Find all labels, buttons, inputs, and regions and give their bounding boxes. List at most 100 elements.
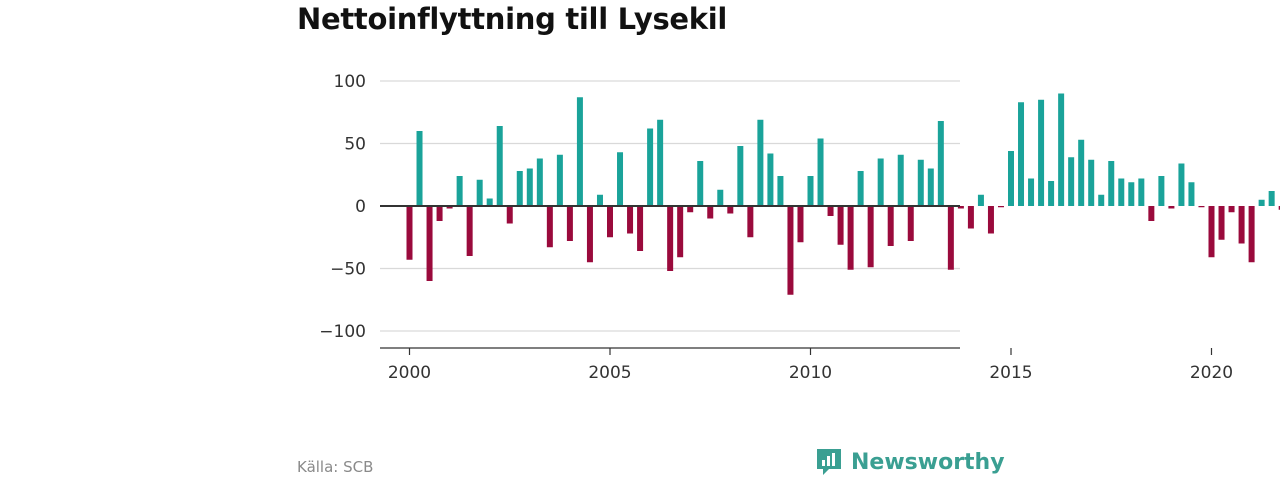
bar (596, 194, 603, 206)
bar (1118, 178, 1125, 206)
bar (777, 176, 784, 206)
bar (1188, 182, 1195, 206)
bar (1078, 139, 1085, 206)
bar (627, 206, 634, 234)
bar (907, 206, 914, 241)
bar (877, 158, 884, 206)
bar (617, 152, 624, 206)
bar (717, 189, 724, 206)
bar (1208, 206, 1215, 258)
bar (867, 206, 874, 268)
bar (1048, 181, 1055, 206)
bar (917, 159, 924, 206)
bar (1008, 151, 1014, 206)
bar (967, 206, 974, 229)
x-tick-label: 2020 (1190, 363, 1233, 383)
x-tick-label: 2015 (989, 363, 1032, 383)
bar (526, 168, 533, 206)
bar (797, 206, 804, 243)
bar (496, 126, 503, 206)
bar (927, 168, 934, 206)
bar (536, 158, 543, 206)
bar (1278, 206, 1280, 210)
bar (997, 206, 1004, 208)
bar (1238, 206, 1245, 244)
bar (607, 206, 613, 238)
newsworthy-logo-icon (817, 449, 841, 475)
bar (436, 206, 443, 221)
x-tick-label: 2000 (388, 363, 431, 383)
bar (546, 206, 553, 248)
y-tick-label: −50 (330, 260, 366, 280)
bar (486, 198, 493, 206)
y-tick-label: 50 (344, 135, 366, 155)
bar (1248, 206, 1255, 263)
bar (857, 171, 864, 206)
bar (787, 206, 794, 295)
bar (1218, 206, 1225, 240)
bar (1068, 157, 1075, 206)
brand-name: Newsworthy (851, 449, 1005, 475)
bar (1168, 206, 1175, 209)
y-tick-label: 0 (355, 197, 366, 217)
bar (1228, 206, 1235, 213)
bar (516, 171, 523, 206)
y-tick-label: 100 (334, 72, 366, 92)
bar (647, 128, 654, 206)
x-tick-label: 2010 (789, 363, 832, 383)
bar (1178, 163, 1185, 206)
bar (767, 153, 774, 206)
x-tick-label: 2005 (588, 363, 631, 383)
bar (1018, 102, 1025, 206)
bar (1138, 178, 1145, 206)
bar (506, 206, 513, 224)
bar (1108, 161, 1115, 206)
bar (416, 131, 423, 206)
bar (466, 206, 473, 256)
bar (977, 194, 984, 206)
bar (406, 206, 413, 260)
bars (406, 93, 1280, 295)
bar (1198, 206, 1205, 208)
bar (556, 154, 563, 206)
bar (987, 206, 994, 234)
bar (677, 206, 684, 258)
bar (1038, 99, 1045, 206)
bar (737, 146, 744, 206)
bar (897, 154, 904, 206)
bar (837, 206, 844, 245)
bar (1148, 206, 1155, 221)
bar (887, 206, 894, 246)
bar (697, 161, 704, 206)
bar (1268, 191, 1275, 206)
bar (456, 176, 463, 206)
bar (1158, 176, 1165, 206)
bar (637, 206, 644, 251)
bar (947, 206, 954, 270)
chart-title: Nettoinflyttning till Lysekil (297, 2, 728, 36)
bar (667, 206, 674, 271)
bar (426, 206, 433, 281)
bar (1028, 178, 1035, 206)
bar (747, 206, 754, 238)
newsworthy-logo[interactable]: Newsworthy (815, 446, 1005, 478)
bar (566, 206, 573, 241)
bar (937, 121, 944, 206)
bar (957, 206, 964, 209)
bar (827, 206, 834, 216)
y-axis-tick-labels: 100 50 0 −50 −100 (319, 72, 366, 342)
bar (1088, 159, 1095, 206)
bar (586, 206, 593, 263)
x-axis: 200020052010201520202025 (380, 347, 1233, 383)
source-note: Källa: SCB (297, 458, 374, 476)
bar (1098, 194, 1105, 206)
bar (446, 206, 453, 209)
bar (807, 176, 814, 206)
bar (687, 206, 694, 213)
bar (1058, 93, 1065, 206)
bar (1128, 182, 1135, 206)
bar (817, 138, 824, 206)
bar (476, 179, 483, 206)
bar (757, 119, 764, 206)
